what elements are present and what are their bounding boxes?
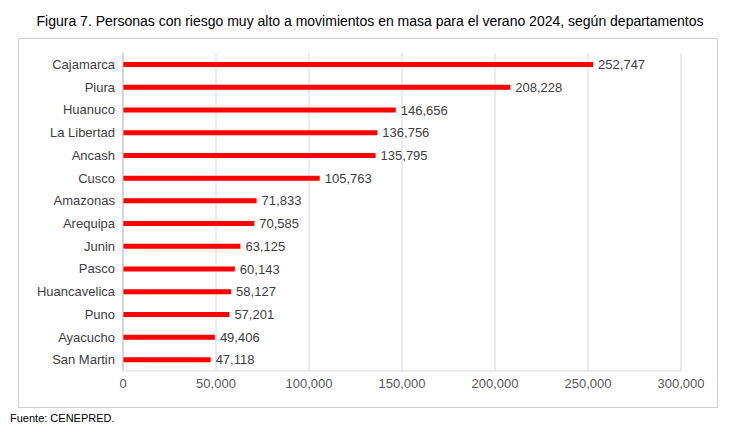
svg-text:135,795: 135,795 xyxy=(381,148,428,163)
svg-text:Ayacucho: Ayacucho xyxy=(58,330,115,345)
svg-text:50,000: 50,000 xyxy=(196,376,236,391)
svg-text:60,143: 60,143 xyxy=(240,262,280,277)
svg-text:Pasco: Pasco xyxy=(79,261,115,276)
svg-text:300,000: 300,000 xyxy=(658,376,705,391)
svg-text:Junin: Junin xyxy=(84,239,115,254)
svg-text:Huancavelica: Huancavelica xyxy=(37,284,116,299)
svg-text:200,000: 200,000 xyxy=(472,376,519,391)
svg-text:Cajamarca: Cajamarca xyxy=(52,57,116,72)
svg-text:49,406: 49,406 xyxy=(220,330,260,345)
svg-text:71,833: 71,833 xyxy=(262,193,302,208)
svg-text:Huanuco: Huanuco xyxy=(63,102,115,117)
svg-text:150,000: 150,000 xyxy=(379,376,426,391)
svg-text:Amazonas: Amazonas xyxy=(54,193,116,208)
svg-text:100,000: 100,000 xyxy=(286,376,333,391)
svg-text:Arequipa: Arequipa xyxy=(63,216,116,231)
svg-text:47,118: 47,118 xyxy=(216,352,255,367)
svg-text:0: 0 xyxy=(119,376,126,391)
svg-text:Cusco: Cusco xyxy=(78,171,115,186)
svg-text:58,127: 58,127 xyxy=(236,284,276,299)
svg-text:Ancash: Ancash xyxy=(72,148,115,163)
svg-text:250,000: 250,000 xyxy=(565,376,612,391)
svg-text:57,201: 57,201 xyxy=(234,307,274,322)
html-text:Figura 7. Personas con riesgo: Figura 7. Personas con riesgo muy alto a… xyxy=(36,13,704,29)
svg-text:63,125: 63,125 xyxy=(245,239,285,254)
html-text:Fuente: CENEPRED.: Fuente: CENEPRED. xyxy=(10,412,115,424)
svg-text:Piura: Piura xyxy=(85,80,116,95)
svg-text:70,585: 70,585 xyxy=(259,216,299,231)
svg-text:136,756: 136,756 xyxy=(382,125,429,140)
svg-text:208,228: 208,228 xyxy=(515,80,562,95)
svg-text:Puno: Puno xyxy=(85,307,115,322)
svg-text:146,656: 146,656 xyxy=(401,103,448,118)
svg-text:San Martin: San Martin xyxy=(52,352,115,367)
svg-text:La Libertad: La Libertad xyxy=(50,125,115,140)
svg-text:252,747: 252,747 xyxy=(598,57,645,72)
svg-text:105,763: 105,763 xyxy=(325,171,372,186)
